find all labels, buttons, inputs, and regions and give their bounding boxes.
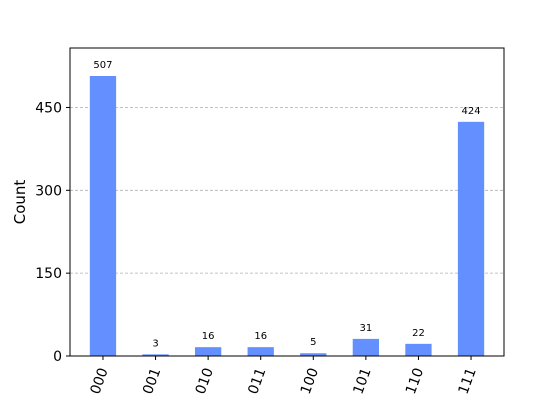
bar: [457, 121, 485, 357]
value-label: 5: [310, 337, 316, 348]
bar: [405, 343, 432, 356]
bar: [194, 347, 222, 356]
y-tick-label: 300: [35, 183, 62, 199]
x-tick-label: 111: [456, 366, 480, 397]
x-tick-label: 011: [245, 366, 269, 397]
x-tick-label: 000: [88, 366, 112, 397]
value-label: 16: [254, 331, 267, 342]
y-tick-label: 0: [53, 349, 62, 365]
bar: [142, 354, 169, 356]
bar: [247, 347, 274, 356]
bar: [300, 353, 327, 356]
value-label: 3: [152, 338, 158, 349]
value-label: 424: [461, 106, 480, 117]
y-axis-label: Count: [11, 180, 29, 225]
x-tick-label: 100: [298, 366, 322, 397]
value-label: 31: [360, 323, 373, 334]
value-label: 16: [202, 331, 215, 342]
value-label: 507: [93, 60, 112, 71]
x-tick-label: 110: [403, 366, 427, 397]
value-label: 22: [412, 328, 425, 339]
x-tick-label: 010: [193, 366, 217, 397]
bar: [89, 76, 117, 356]
plot-frame: [69, 47, 505, 357]
x-tick-label: 101: [350, 366, 374, 397]
y-tick-label: 450: [35, 100, 62, 116]
bar: [352, 338, 380, 356]
x-tick-label: 001: [140, 366, 164, 397]
y-tick-label: 150: [35, 266, 62, 282]
